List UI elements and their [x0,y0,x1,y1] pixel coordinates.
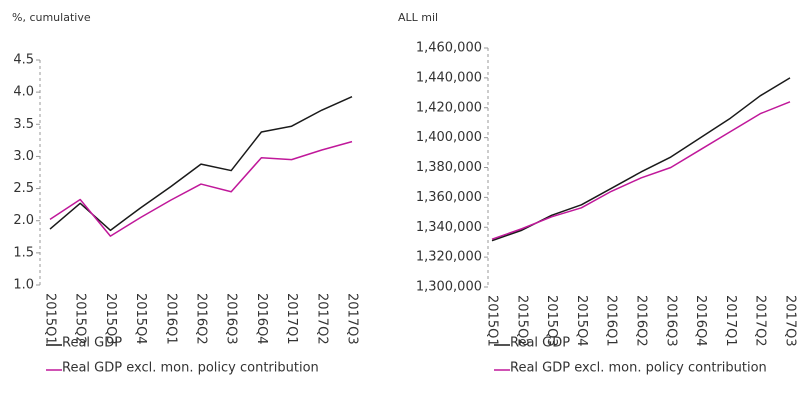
x-tick-label: 2017Q3 [783,295,798,347]
y-tick-label: 4.5 [13,53,34,68]
legend-label: Real GDP excl. mon. policy contribution [510,361,767,376]
y-tick-label: 2.0 [13,213,34,228]
x-tick-label: 2016Q2 [194,293,209,345]
y-tick-label: 1,420,000 [416,100,482,115]
series-line [49,95,353,232]
x-tick-label: 2015Q3 [544,295,559,347]
x-tick-label: 2017Q3 [345,293,360,345]
legend-label: Real GDP [62,336,122,351]
x-tick-label: 2016Q3 [224,293,239,345]
x-tick-label: 2016Q1 [163,293,178,345]
x-tick-label: 2015Q1 [485,295,500,347]
x-tick-label: 2016Q3 [663,295,678,347]
x-tick-label: 2015Q4 [133,293,148,345]
y-tick-label: 3.0 [13,149,34,164]
y-tick-label: 1,460,000 [416,41,482,56]
x-tick-label: 2017Q2 [314,293,329,345]
y-tick-label: 2.5 [13,181,34,196]
x-tick-label: 2017Q1 [723,295,738,347]
series-line [491,101,791,240]
y-tick-label: 3.5 [13,117,34,132]
y-tick-label: 4.0 [13,85,34,100]
legend-label: Real GDP [510,336,570,351]
x-tick-label: 2017Q2 [753,295,768,347]
legend-label: Real GDP excl. mon. policy contribution [62,361,319,376]
x-tick-label: 2015Q1 [43,293,58,345]
x-tick-label: 2016Q1 [604,295,619,347]
series-line [491,77,791,242]
y-tick-label: 1.0 [13,278,34,293]
y-tick-label: 1,340,000 [416,220,482,235]
x-tick-label: 2017Q1 [284,293,299,345]
x-tick-label: 2015Q3 [103,293,118,345]
y-tick-label: 1,400,000 [416,130,482,145]
series-line [49,140,353,237]
x-tick-label: 2015Q4 [574,295,589,347]
y-tick-label: 1,300,000 [416,280,482,295]
x-tick-label: 2015Q2 [73,293,88,345]
y-tick-label: 1.5 [13,245,34,260]
y-axis-label: %, cumulative [12,11,91,24]
x-tick-label: 2016Q4 [693,295,708,347]
x-tick-label: 2016Q4 [254,293,269,345]
y-tick-label: 1,360,000 [416,190,482,205]
y-axis-label: ALL mil [398,11,438,24]
x-tick-label: 2015Q2 [514,295,529,347]
y-tick-label: 1,440,000 [416,70,482,85]
y-tick-label: 1,320,000 [416,250,482,265]
y-tick-label: 1,380,000 [416,160,482,175]
x-tick-label: 2016Q2 [634,295,649,347]
